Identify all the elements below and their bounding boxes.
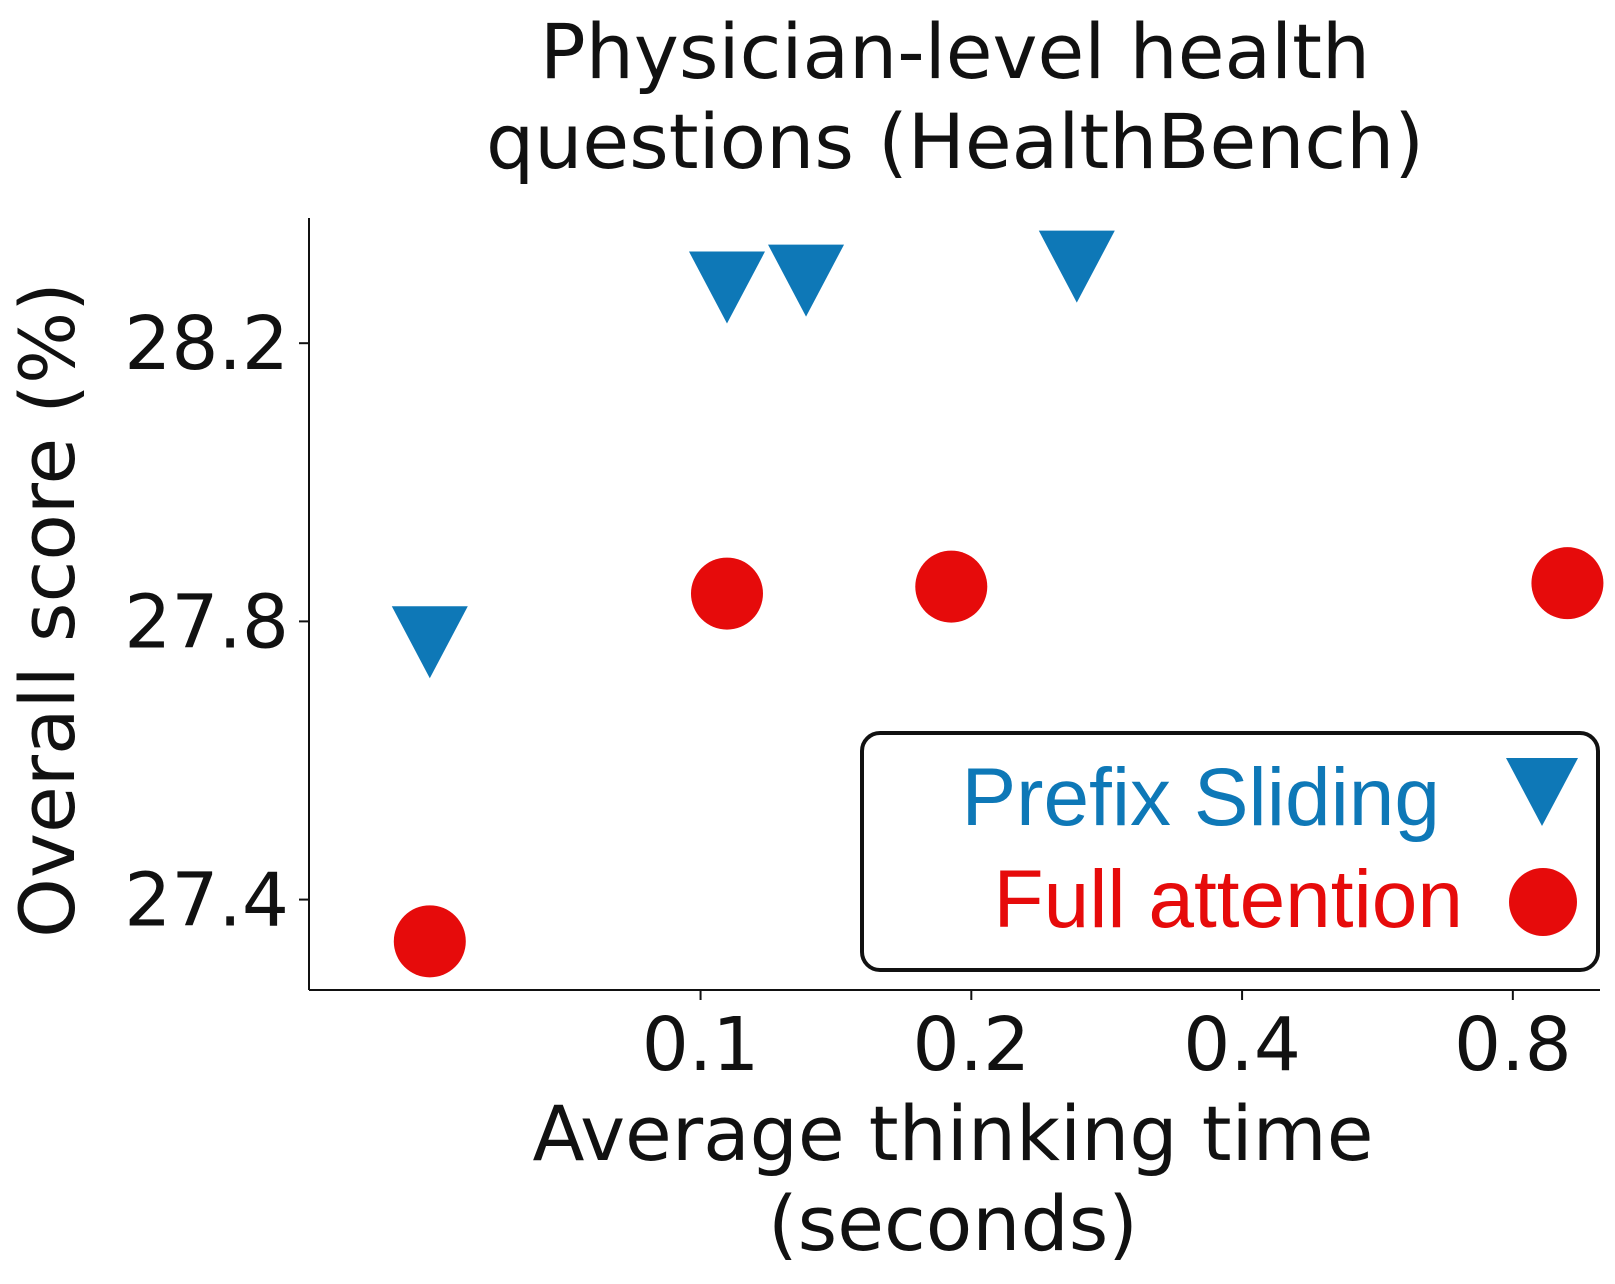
x-axis-label-line-1: Average thinking time xyxy=(533,1089,1374,1178)
legend-marker-full-attention xyxy=(1509,868,1577,936)
legend-label-prefix-sliding: Prefix Sliding xyxy=(961,752,1440,843)
x-tick-label: 0.2 xyxy=(912,1002,1030,1088)
data-point-full-attention xyxy=(393,905,466,978)
y-axis-label: Overall score (%) xyxy=(3,282,92,938)
x-axis-ticks: 0.1 0.2 0.4 0.8 xyxy=(642,990,1572,1088)
data-point-full-attention xyxy=(690,557,763,630)
data-point-full-attention xyxy=(915,550,988,623)
chart-title-line-1: Physician-level health xyxy=(540,7,1370,96)
x-axis-label-line-2: (seconds) xyxy=(768,1179,1138,1268)
plot-axes xyxy=(308,218,1600,991)
data-point-full-attention xyxy=(1531,547,1604,620)
y-tick-label: 28.2 xyxy=(124,301,289,387)
x-tick-label: 0.4 xyxy=(1183,1002,1301,1088)
legend-box xyxy=(860,731,1600,972)
legend-label-full-attention: Full attention xyxy=(994,854,1464,945)
data-point-prefix-sliding xyxy=(391,606,468,679)
chart-title: Physician-level health questions (Health… xyxy=(486,7,1424,186)
data-point-prefix-sliding xyxy=(1038,230,1115,303)
y-tick-label: 27.8 xyxy=(124,579,289,665)
data-point-prefix-sliding xyxy=(768,244,845,317)
y-tick-label: 27.4 xyxy=(124,858,289,944)
chart-title-line-2: questions (HealthBench) xyxy=(486,97,1424,186)
x-tick-label: 0.8 xyxy=(1454,1002,1572,1088)
y-axis-ticks: 27.4 27.8 28.2 xyxy=(124,301,309,944)
data-markers xyxy=(391,230,1604,978)
data-point-prefix-sliding xyxy=(688,251,765,324)
legend-marker-prefix-sliding xyxy=(1506,758,1578,826)
x-axis-label: Average thinking time (seconds) xyxy=(533,1089,1374,1268)
x-tick-label: 0.1 xyxy=(642,1002,760,1088)
legend: Prefix Sliding Full attention xyxy=(860,731,1600,972)
